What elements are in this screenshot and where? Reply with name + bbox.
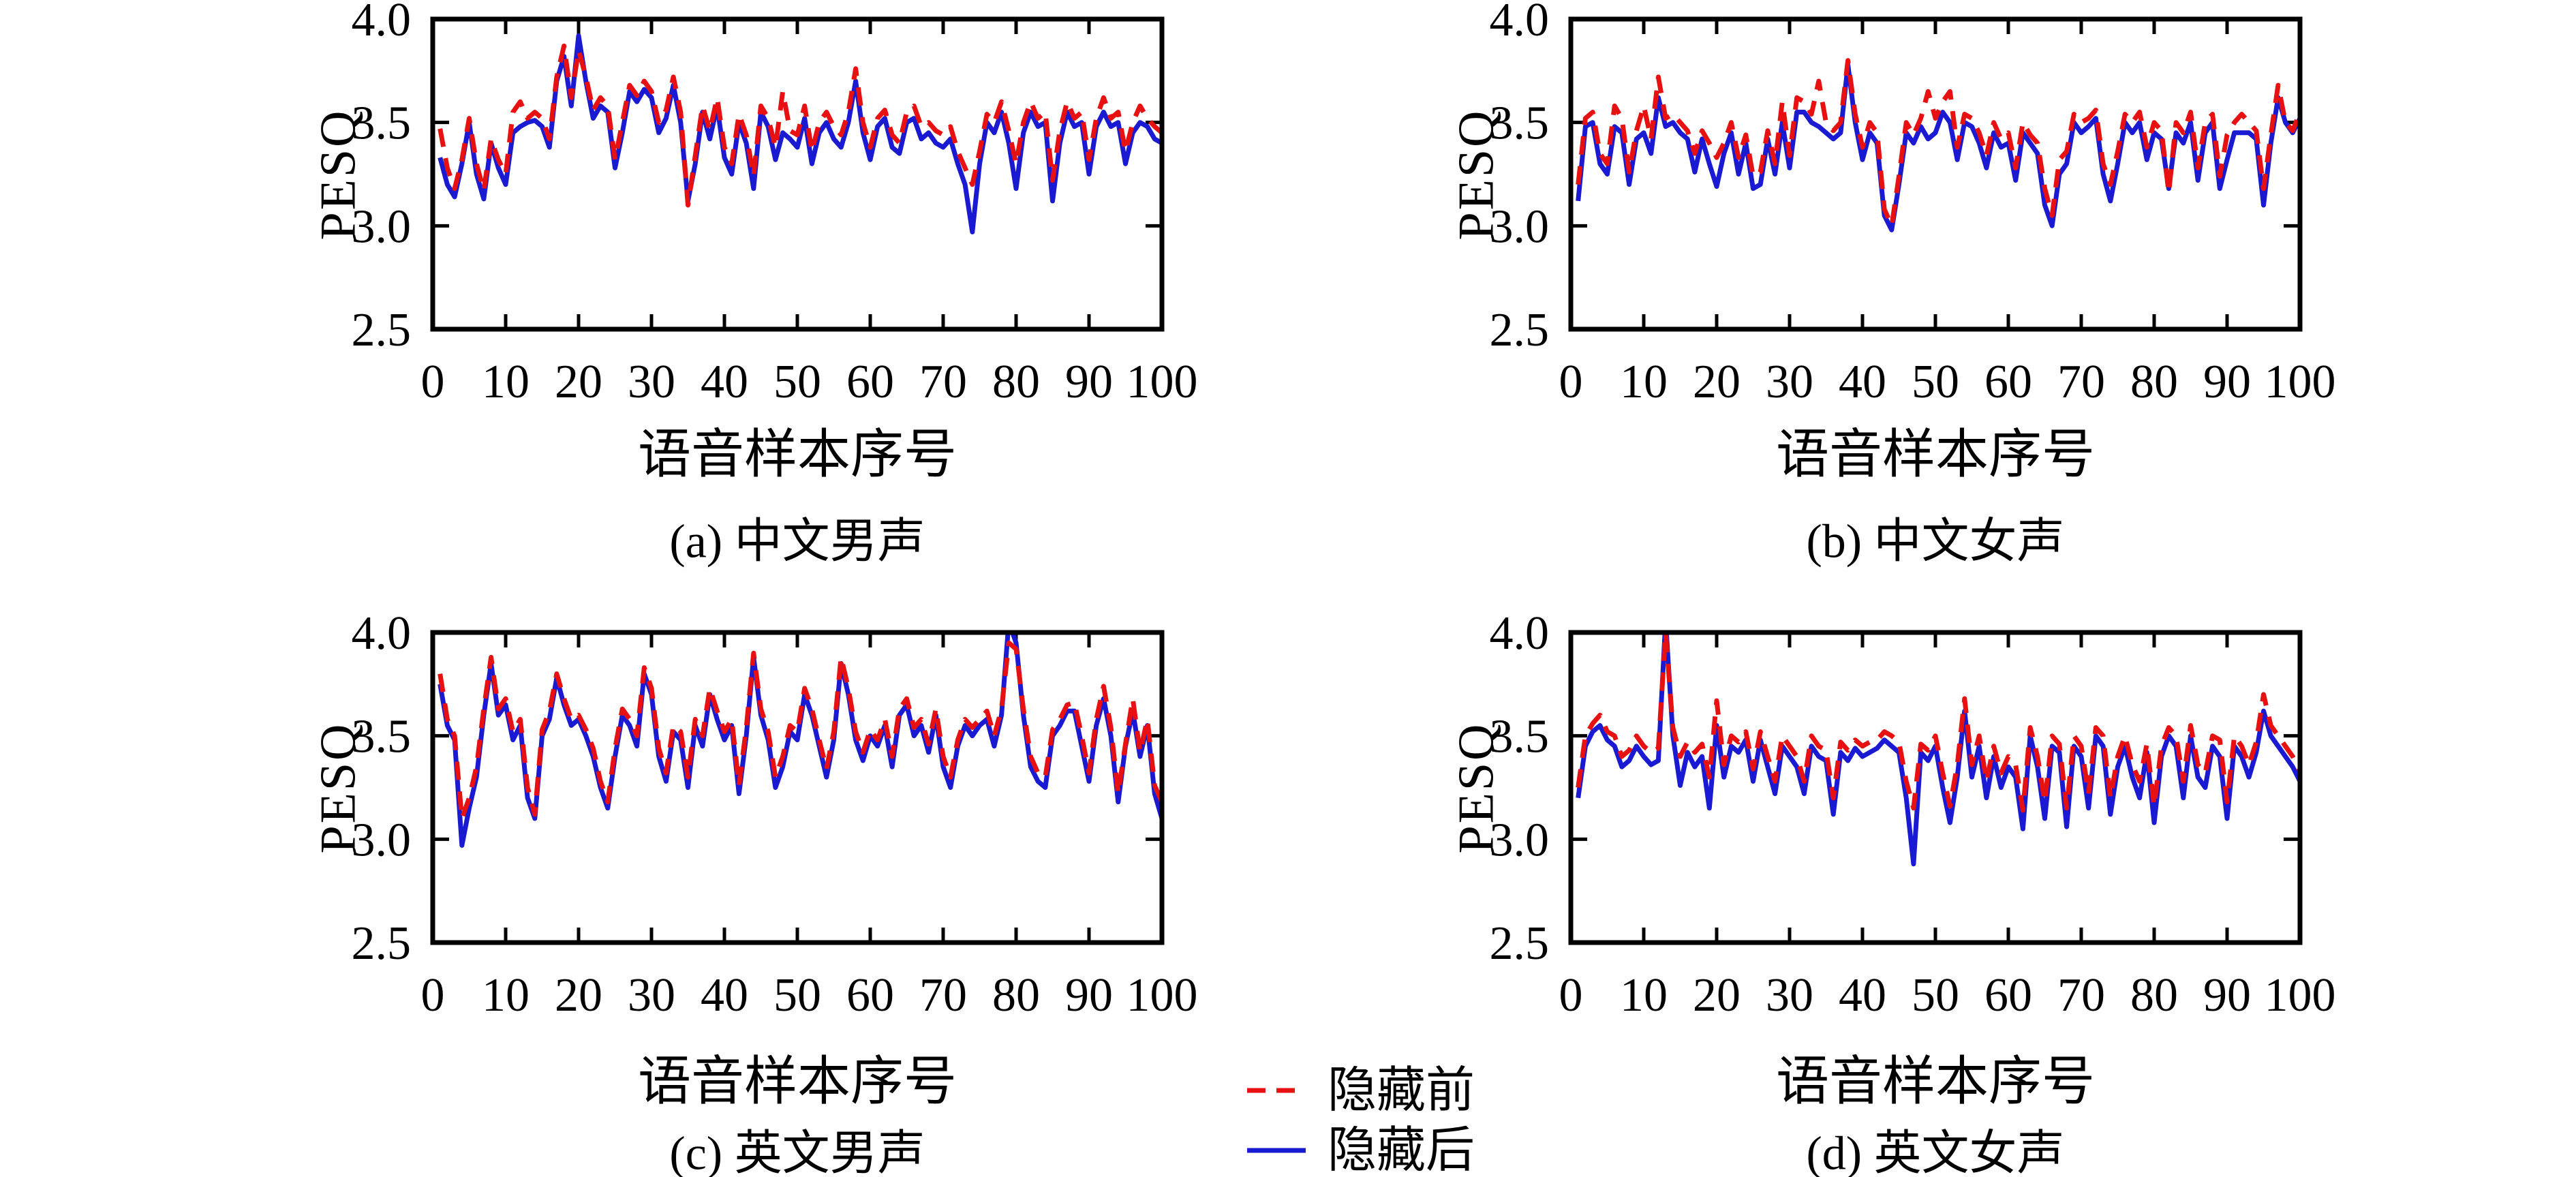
svg-text:70: 70: [919, 969, 967, 1022]
svg-text:30: 30: [1766, 969, 1813, 1022]
svg-text:80: 80: [2130, 356, 2178, 408]
panel-d-ylabel: PESQ: [1448, 722, 1505, 854]
svg-text:100: 100: [2265, 969, 2336, 1022]
svg-text:70: 70: [2057, 969, 2105, 1022]
svg-text:100: 100: [1126, 356, 1198, 408]
svg-text:2.5: 2.5: [1490, 917, 1550, 970]
svg-text:60: 60: [1984, 969, 2032, 1022]
svg-text:3.5: 3.5: [352, 711, 412, 763]
svg-text:50: 50: [1912, 969, 1959, 1022]
panel-c-ylabel: PESQ: [310, 722, 367, 854]
svg-text:3.0: 3.0: [1490, 200, 1550, 253]
svg-text:80: 80: [2130, 969, 2178, 1022]
svg-text:3.0: 3.0: [352, 814, 412, 866]
svg-text:0: 0: [1559, 969, 1583, 1022]
legend-item-before: 隐藏前: [1246, 1063, 1475, 1118]
svg-text:3.5: 3.5: [352, 97, 412, 150]
legend-label-before: 隐藏前: [1328, 1063, 1475, 1118]
svg-text:4.0: 4.0: [1490, 607, 1550, 660]
svg-text:40: 40: [1839, 969, 1886, 1022]
panel-a-xlabel: 语音样本序号: [637, 425, 957, 484]
svg-text:100: 100: [1126, 969, 1198, 1022]
svg-text:100: 100: [2265, 356, 2336, 408]
svg-text:90: 90: [2203, 356, 2251, 408]
svg-text:30: 30: [628, 356, 675, 408]
svg-text:60: 60: [1984, 356, 2032, 408]
svg-text:10: 10: [482, 969, 530, 1022]
panel-c-xlabel: 语音样本序号: [637, 1052, 957, 1111]
svg-text:70: 70: [919, 356, 967, 408]
panel-c-plot: 0 10 20 30 40 50 60 70 80 90 100 2.5 3.0 3.5 4.0: [352, 607, 1198, 1022]
svg-text:50: 50: [773, 356, 821, 408]
svg-text:60: 60: [846, 356, 894, 408]
svg-text:50: 50: [1912, 356, 1959, 408]
panel-d-caption: (d) 英文女声: [1806, 1127, 2065, 1177]
svg-text:4.0: 4.0: [352, 607, 412, 660]
svg-text:3.5: 3.5: [1490, 711, 1550, 763]
svg-text:50: 50: [773, 969, 821, 1022]
svg-text:2.5: 2.5: [352, 304, 412, 356]
svg-text:60: 60: [846, 969, 894, 1022]
svg-text:30: 30: [1766, 356, 1813, 408]
panel-d-plot: 0 10 20 30 40 50 60 70 80 90 100 2.5 3.0 3.5 4.0: [1490, 607, 2336, 1022]
svg-text:4.0: 4.0: [1490, 0, 1550, 46]
panel-b-xlabel: 语音样本序号: [1775, 425, 2096, 484]
panel-b-ylabel: PESQ: [1448, 108, 1505, 241]
panel-d-xlabel: 语音样本序号: [1775, 1052, 2096, 1111]
svg-text:2.5: 2.5: [1490, 304, 1550, 356]
legend-item-after: 隐藏后: [1246, 1123, 1475, 1177]
svg-text:10: 10: [1620, 356, 1668, 408]
svg-text:70: 70: [2057, 356, 2105, 408]
svg-text:3.0: 3.0: [1490, 814, 1550, 866]
svg-text:20: 20: [1693, 969, 1741, 1022]
panel-a-plot: 0 10 20 30 40 50 60 70 80 90 100 2.5 3.0 3.5 4.0: [352, 0, 1198, 408]
svg-text:80: 80: [992, 356, 1040, 408]
solid-line-sample: [1247, 1148, 1306, 1153]
panel-b-caption: (b) 中文女声: [1806, 515, 2065, 568]
svg-text:3.0: 3.0: [352, 200, 412, 253]
svg-text:20: 20: [555, 969, 602, 1022]
svg-text:40: 40: [701, 356, 748, 408]
svg-text:20: 20: [555, 356, 602, 408]
dashed-line-sample: [1247, 1088, 1306, 1093]
svg-text:90: 90: [1065, 969, 1113, 1022]
svg-text:40: 40: [1839, 356, 1886, 408]
svg-text:10: 10: [482, 356, 530, 408]
svg-text:40: 40: [701, 969, 748, 1022]
svg-text:0: 0: [421, 969, 445, 1022]
svg-text:3.5: 3.5: [1490, 97, 1550, 150]
svg-text:80: 80: [992, 969, 1040, 1022]
svg-text:10: 10: [1620, 969, 1668, 1022]
svg-text:0: 0: [1559, 356, 1583, 408]
panel-b-plot: 0 10 20 30 40 50 60 70 80 90 100 2.5 3.0 3.5 4.0: [1490, 0, 2336, 408]
legend-label-after: 隐藏后: [1328, 1123, 1475, 1177]
svg-text:90: 90: [2203, 969, 2251, 1022]
svg-text:30: 30: [628, 969, 675, 1022]
svg-text:4.0: 4.0: [352, 0, 412, 46]
panel-c-caption: (c) 英文男声: [669, 1127, 925, 1177]
panel-a-caption: (a) 中文男声: [669, 515, 925, 568]
svg-text:90: 90: [1065, 356, 1113, 408]
svg-text:0: 0: [421, 356, 445, 408]
svg-text:20: 20: [1693, 356, 1741, 408]
svg-text:2.5: 2.5: [352, 917, 412, 970]
panel-a-ylabel: PESQ: [310, 108, 367, 241]
